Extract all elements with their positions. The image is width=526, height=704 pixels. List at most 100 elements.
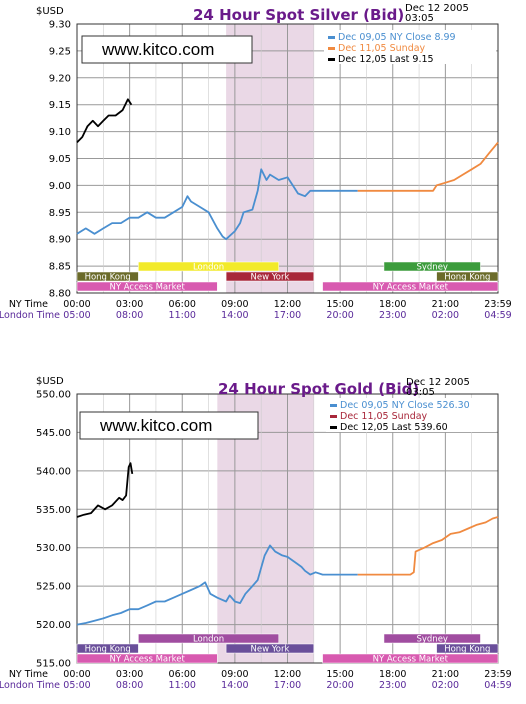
gold-chart: 550.00 545.00 540.00 535.00 530.00 525.00 520.… [0,376,512,691]
date-stamp: Dec 12 2005 [405,3,469,14]
x-tick-london: 11:00 [169,680,196,691]
x-tick-london: 23:00 [379,680,406,691]
y-tick-label: 550.00 [36,390,71,401]
x-tick-london: 17:00 [274,310,301,321]
plot-frame [76,393,499,664]
legend-swatch [328,47,335,50]
x-tick-london: 05:00 [63,310,90,321]
series-line-dec0905 [76,544,358,626]
x-tick-london: 02:00 [432,680,459,691]
session-band [383,261,481,272]
session-label: Hong Kong [85,645,131,655]
website-box [81,35,253,64]
session-band [76,653,218,664]
legend-entry: Dec 09,05 NY Close 8.99 [338,32,456,43]
session-band [76,271,139,282]
session-band [322,281,499,292]
x-tick-london: 17:00 [274,680,301,691]
session-label: London [193,635,224,645]
x-tick-ny: 12:00 [274,299,301,310]
y-tick-label: 9.00 [49,181,71,192]
time-stamp: 03:05 [406,387,435,398]
y-tick-label: 9.20 [49,73,71,84]
session-band [138,261,279,272]
london-time-label: London Time [0,310,60,321]
x-tick-ny: 18:00 [379,299,406,310]
series-line-dec1105 [357,516,499,576]
series-line-dec1205 [76,98,133,144]
time-stamp: 03:05 [405,13,434,24]
y-tick-label: 9.30 [49,20,71,31]
legend-entry: Dec 12,05 Last 9.15 [338,54,434,65]
chart-title: 24 Hour Spot Gold (Bid) [218,380,419,398]
x-tick-london: 11:00 [169,310,196,321]
chart-title: 24 Hour Spot Silver (Bid) [193,6,404,24]
y-tick-label: 8.90 [49,235,71,246]
legend-swatch [330,415,337,418]
date-stamp: Dec 12 2005 [406,377,470,388]
y-tick-label: 515.00 [36,659,71,670]
legend-entry: Dec 12,05 Last 539.60 [340,422,448,433]
plot-frame [76,23,499,294]
x-tick-london: 08:00 [116,310,143,321]
ny-time-label: NY Time [9,299,48,310]
y-tick-label: 8.95 [49,208,71,219]
x-tick-ny: 23:59 [484,299,511,310]
y-tick-label: 530.00 [36,543,71,554]
series-line-dec1205 [76,462,134,518]
y-tick-label: 9.05 [49,154,71,165]
legend-entry: Dec 09,05 NY Close 526.30 [340,400,470,411]
session-label: Hong Kong [444,273,490,283]
x-tick-ny: 00:00 [63,669,90,680]
x-tick-ny: 15:00 [326,299,353,310]
y-tick-label: 540.00 [36,466,71,477]
x-tick-london: 14:00 [221,680,248,691]
y-tick-label: 520.00 [36,620,71,631]
x-tick-ny: 21:00 [432,299,459,310]
x-tick-ny: 06:00 [169,299,196,310]
session-label: London [193,263,224,273]
session-label: NY Access Market [110,655,186,665]
x-tick-london: 04:59 [484,310,511,321]
session-label: NY Access Market [110,283,186,293]
x-tick-london: 20:00 [326,310,353,321]
legend-swatch [330,404,337,407]
series-line-dec0905 [76,168,358,241]
y-tick-label: 545.00 [36,428,71,439]
session-label: New York [250,645,289,655]
x-tick-london: 04:59 [484,680,511,691]
y-tick-label: 9.15 [49,100,71,111]
x-tick-ny: 18:00 [379,669,406,680]
x-tick-london: 20:00 [326,680,353,691]
legend-swatch [330,426,337,429]
x-tick-ny: 23:59 [484,669,511,680]
legend-box [326,398,496,432]
session-label: NY Access Market [373,655,449,665]
session-band [322,653,499,664]
session-band [76,643,139,654]
x-tick-london: 05:00 [63,680,90,691]
x-tick-ny: 15:00 [326,669,353,680]
legend-box [324,30,496,64]
series-line-dec1105 [357,141,499,192]
legend-swatch [328,36,335,39]
currency-label: $USD [36,6,64,17]
x-tick-ny: 12:00 [274,669,301,680]
x-tick-ny: 06:00 [169,669,196,680]
y-tick-label: 8.80 [49,289,71,300]
x-tick-london: 23:00 [379,310,406,321]
legend-entry: Dec 11,05 Sunday [338,43,426,54]
website-label: www.kitco.com [101,40,214,59]
ny-time-label: NY Time [9,669,48,680]
x-tick-london: 14:00 [221,310,248,321]
session-band [436,271,499,282]
website-box [79,411,259,440]
session-band [138,633,279,644]
session-band [76,281,218,292]
currency-label: $USD [36,376,64,387]
x-tick-ny: 00:00 [63,299,90,310]
x-tick-ny: 09:00 [221,299,248,310]
x-tick-ny: 09:00 [221,669,248,680]
legend-entry: Dec 11,05 Sunday [340,411,428,422]
